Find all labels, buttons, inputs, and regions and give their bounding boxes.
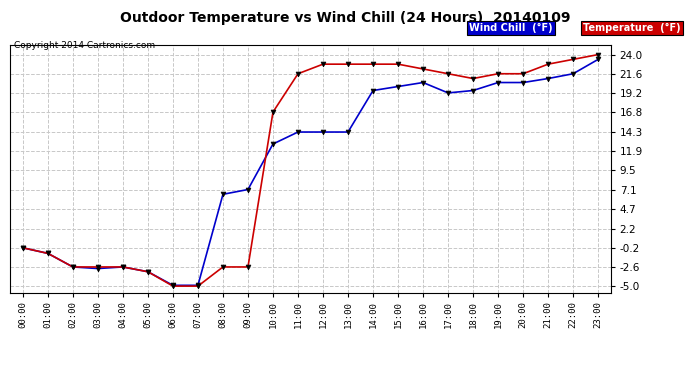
Text: Outdoor Temperature vs Wind Chill (24 Hours)  20140109: Outdoor Temperature vs Wind Chill (24 Ho… xyxy=(120,11,570,25)
Text: Copyright 2014 Cartronics.com: Copyright 2014 Cartronics.com xyxy=(14,41,155,50)
Text: Temperature  (°F): Temperature (°F) xyxy=(583,23,680,33)
Text: Wind Chill  (°F): Wind Chill (°F) xyxy=(469,23,553,33)
